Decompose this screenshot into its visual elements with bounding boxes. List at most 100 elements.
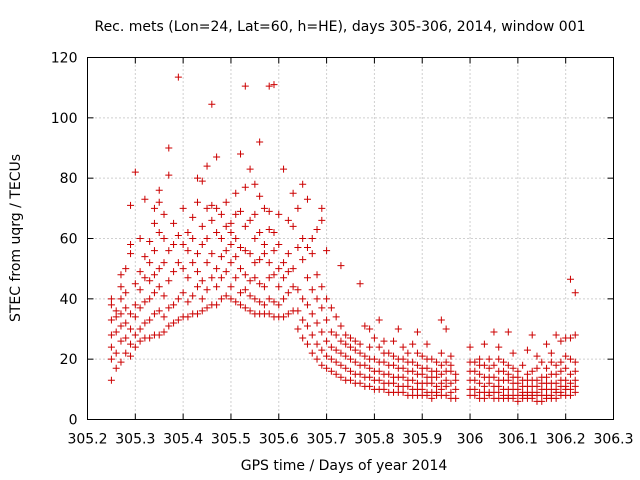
data-point	[366, 382, 374, 390]
data-point	[294, 286, 302, 294]
data-point	[485, 364, 493, 372]
data-point	[351, 346, 359, 354]
x-tick-label: 306.3	[593, 432, 633, 448]
data-point	[275, 283, 283, 291]
data-point	[136, 325, 144, 333]
data-point	[213, 204, 221, 212]
data-point	[557, 388, 565, 396]
data-point	[189, 292, 197, 300]
data-point	[476, 355, 484, 363]
data-point	[213, 301, 221, 309]
data-point	[256, 192, 264, 200]
data-point	[566, 385, 574, 393]
data-point	[107, 331, 115, 339]
data-point	[399, 355, 407, 363]
data-point	[232, 298, 240, 306]
data-point	[256, 298, 264, 306]
data-point	[208, 250, 216, 258]
data-point	[327, 343, 335, 351]
data-point	[571, 376, 579, 384]
data-point	[208, 201, 216, 209]
data-point	[155, 283, 163, 291]
data-point	[174, 295, 182, 303]
data-point	[275, 265, 283, 273]
data-point	[380, 358, 388, 366]
data-point	[174, 231, 182, 239]
data-point	[299, 316, 307, 324]
data-point	[299, 180, 307, 188]
data-point	[146, 259, 154, 267]
data-point	[217, 210, 225, 218]
data-point	[375, 367, 383, 375]
data-point	[232, 253, 240, 261]
data-point	[136, 268, 144, 276]
data-point	[222, 247, 230, 255]
data-point	[150, 204, 158, 212]
data-point	[323, 352, 331, 360]
data-point	[227, 228, 235, 236]
data-point	[289, 283, 297, 291]
data-point	[504, 376, 512, 384]
data-point	[122, 289, 130, 297]
data-point	[299, 235, 307, 242]
data-point	[514, 397, 522, 405]
data-point	[256, 138, 264, 146]
data-point	[256, 280, 264, 288]
data-point	[342, 352, 350, 360]
data-point	[174, 316, 182, 324]
data-point	[193, 268, 201, 276]
data-point	[571, 289, 579, 297]
data-point	[490, 361, 498, 369]
data-point	[428, 355, 436, 363]
data-point	[260, 204, 268, 212]
data-point	[308, 286, 316, 294]
data-point	[327, 355, 335, 363]
data-point	[557, 367, 565, 375]
data-point	[342, 364, 350, 372]
data-point	[208, 274, 216, 282]
data-point	[146, 334, 154, 342]
data-point	[323, 364, 331, 372]
data-point	[198, 307, 206, 315]
data-point	[131, 313, 139, 321]
data-point	[356, 349, 364, 357]
data-point	[323, 316, 331, 324]
data-point	[504, 370, 512, 378]
data-point	[552, 379, 560, 387]
data-point	[418, 385, 426, 393]
data-point	[337, 361, 345, 369]
data-point	[490, 373, 498, 381]
data-point	[571, 382, 579, 390]
data-point	[193, 283, 201, 291]
data-point	[356, 370, 364, 378]
data-point	[117, 337, 125, 345]
data-point	[447, 379, 455, 387]
data-point	[509, 349, 517, 357]
data-point	[165, 277, 173, 285]
data-point	[433, 373, 441, 381]
data-point	[136, 337, 144, 345]
data-point	[184, 247, 192, 255]
data-point	[533, 388, 541, 396]
data-point	[356, 340, 364, 348]
data-point	[165, 304, 173, 312]
data-point	[533, 352, 541, 360]
data-point	[217, 235, 225, 242]
y-tick-label: 100	[51, 111, 78, 127]
data-point	[198, 222, 206, 230]
data-point	[174, 259, 182, 267]
data-point	[203, 162, 211, 170]
data-point	[150, 271, 158, 279]
data-point	[237, 265, 245, 273]
data-point	[189, 213, 197, 221]
data-point	[347, 343, 354, 351]
data-point	[203, 304, 211, 312]
data-point	[241, 183, 249, 191]
data-point	[280, 259, 288, 267]
data-point	[260, 283, 268, 291]
data-point	[251, 210, 259, 218]
data-point	[533, 364, 541, 372]
data-point	[237, 289, 245, 297]
data-point	[127, 352, 135, 360]
data-point	[375, 316, 383, 324]
